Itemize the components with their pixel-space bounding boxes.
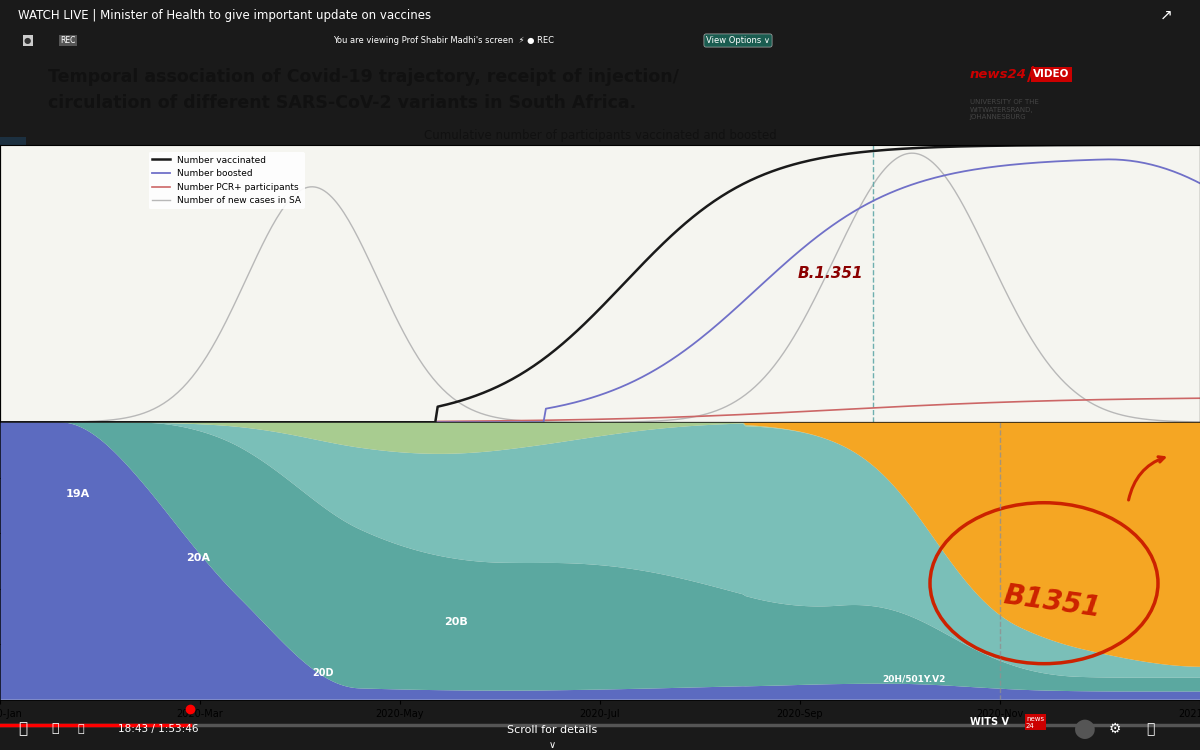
Text: ⚙: ⚙ — [1109, 722, 1121, 736]
Text: ↗: ↗ — [1159, 8, 1172, 22]
Text: 20B: 20B — [444, 616, 468, 627]
Text: You are viewing Prof Shabir Madhi's screen  ⚡ ● REC: You are viewing Prof Shabir Madhi's scre… — [334, 36, 554, 45]
Text: WITS V: WITS V — [970, 717, 1008, 728]
Text: ⏭: ⏭ — [52, 722, 59, 736]
Text: /: / — [1027, 64, 1034, 84]
Text: news24: news24 — [970, 68, 1026, 81]
Text: UNIVERSITY OF THE
WITWATERSRAND,
JOHANNESBURG: UNIVERSITY OF THE WITWATERSRAND, JOHANNE… — [970, 99, 1038, 121]
Text: Scroll for details: Scroll for details — [506, 725, 598, 735]
Bar — [0, 137, 26, 145]
Text: REC: REC — [60, 36, 76, 45]
Text: 20D: 20D — [312, 668, 334, 678]
Text: 20H/501Y.V2: 20H/501Y.V2 — [882, 675, 946, 684]
Text: 19A: 19A — [66, 489, 90, 500]
Text: WATCH LIVE | Minister of Health to give important update on vaccines: WATCH LIVE | Minister of Health to give … — [18, 8, 431, 22]
Text: ⬤: ⬤ — [1074, 719, 1096, 739]
Text: B.1.351: B.1.351 — [798, 266, 864, 281]
Text: View Options ∨: View Options ∨ — [706, 36, 770, 45]
Text: ⏸: ⏸ — [18, 722, 28, 736]
Text: ∨: ∨ — [548, 740, 556, 750]
Legend: Number vaccinated, Number boosted, Number PCR+ participants, Number of new cases: Number vaccinated, Number boosted, Numbe… — [149, 152, 305, 208]
Text: 18:43 / 1:53:46: 18:43 / 1:53:46 — [118, 724, 198, 734]
Text: Temporal association of Covid-19 trajectory, receipt of injection/
circulation o: Temporal association of Covid-19 traject… — [48, 68, 679, 112]
Text: ●: ● — [24, 36, 31, 45]
Text: VIDEO: VIDEO — [1033, 69, 1069, 80]
Text: ⛶: ⛶ — [1146, 722, 1154, 736]
Text: news
24: news 24 — [1026, 716, 1044, 729]
Title: Cumulative number of participants vaccinated and boosted: Cumulative number of participants vaccin… — [424, 129, 776, 142]
Text: B1351: B1351 — [1002, 581, 1103, 622]
Text: 20A: 20A — [186, 553, 210, 563]
Text: 🔊: 🔊 — [78, 724, 85, 734]
